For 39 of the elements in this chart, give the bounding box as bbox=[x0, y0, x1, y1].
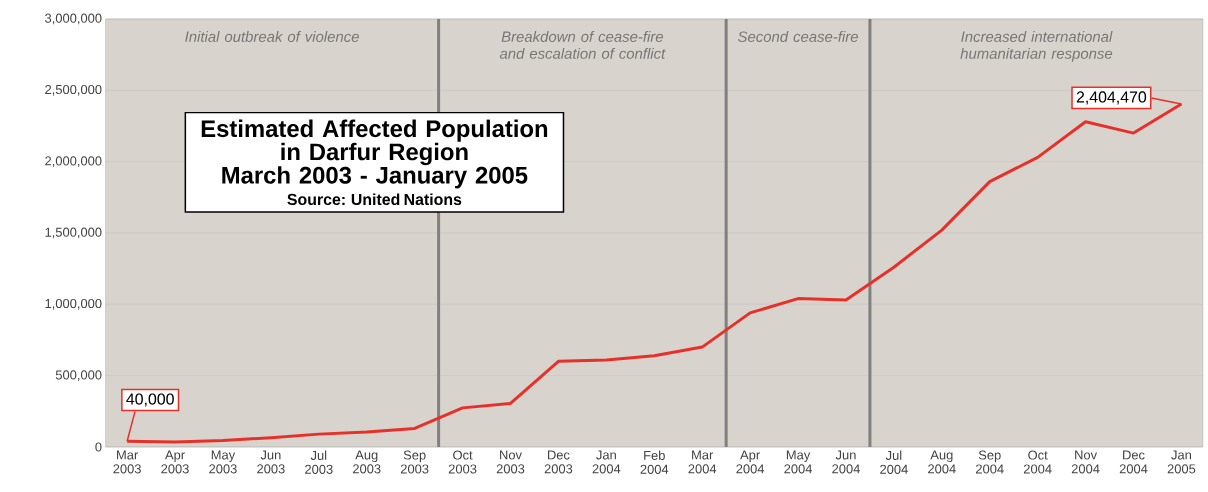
x-tick-label: Aug 2003 bbox=[353, 450, 381, 474]
x-tick-label: Apr 2003 bbox=[161, 450, 189, 474]
x-tick-label: Mar 2003 bbox=[113, 450, 141, 474]
x-tick-label: Jul 2003 bbox=[305, 450, 333, 474]
text: Estimated Affected Population in Darfur Region bbox=[201, 119, 548, 166]
y-tick-label: 0 bbox=[95, 442, 102, 452]
x-tick-label: Nov 2004 bbox=[1071, 450, 1100, 474]
x-tick-label: Oct 2003 bbox=[448, 450, 477, 474]
annotation: Initial outbreak of violence bbox=[185, 31, 359, 43]
x-tick-label: Oct 2004 bbox=[1023, 450, 1052, 474]
y-tick-label: 3,000,000 bbox=[45, 13, 102, 25]
y-tick-label: 1,500,000 bbox=[45, 227, 102, 239]
text: March 2003 - January 2005 bbox=[222, 166, 528, 189]
y-tick-label: 2,500,000 bbox=[45, 85, 102, 96]
x-tick-label: Jun 2003 bbox=[257, 450, 285, 474]
y-tick-label: 500,000 bbox=[55, 370, 102, 382]
y-tick-label: 2,000,000 bbox=[45, 156, 102, 168]
x-tick-label: Dec 2003 bbox=[544, 450, 573, 474]
annotation: Breakdown of cease-fire and escalation of conflict bbox=[499, 31, 666, 59]
annotation: Increased international humanitarian response bbox=[960, 31, 1113, 62]
x-tick-label: Sep 2004 bbox=[976, 450, 1004, 474]
x-tick-label: Jan 2005 bbox=[1167, 450, 1196, 474]
x-tick-label: Aug 2004 bbox=[928, 450, 956, 474]
x-tick-label: Sep 2003 bbox=[400, 450, 429, 474]
x-tick-label: May 2003 bbox=[209, 450, 237, 474]
x-tick-label: Nov 2003 bbox=[496, 450, 525, 474]
data-label: 2,404,470 bbox=[1076, 91, 1147, 105]
annotation: Source: United Nations bbox=[287, 193, 462, 206]
x-tick-label: Mar 2004 bbox=[688, 450, 717, 474]
x-tick-label: Dec 2004 bbox=[1119, 450, 1148, 474]
data-label: 40,000 bbox=[126, 393, 174, 407]
x-tick-label: Jan 2004 bbox=[592, 450, 621, 474]
y-tick-label: 1,000,000 bbox=[45, 299, 102, 310]
x-tick-label: May 2004 bbox=[784, 450, 813, 474]
annotation: Second cease-fire bbox=[737, 31, 858, 43]
x-tick-label: Feb 2004 bbox=[640, 450, 669, 474]
x-tick-label: Jul 2004 bbox=[880, 450, 908, 474]
x-tick-label: Jun 2004 bbox=[832, 450, 860, 474]
x-tick-label: Apr 2004 bbox=[736, 450, 765, 474]
